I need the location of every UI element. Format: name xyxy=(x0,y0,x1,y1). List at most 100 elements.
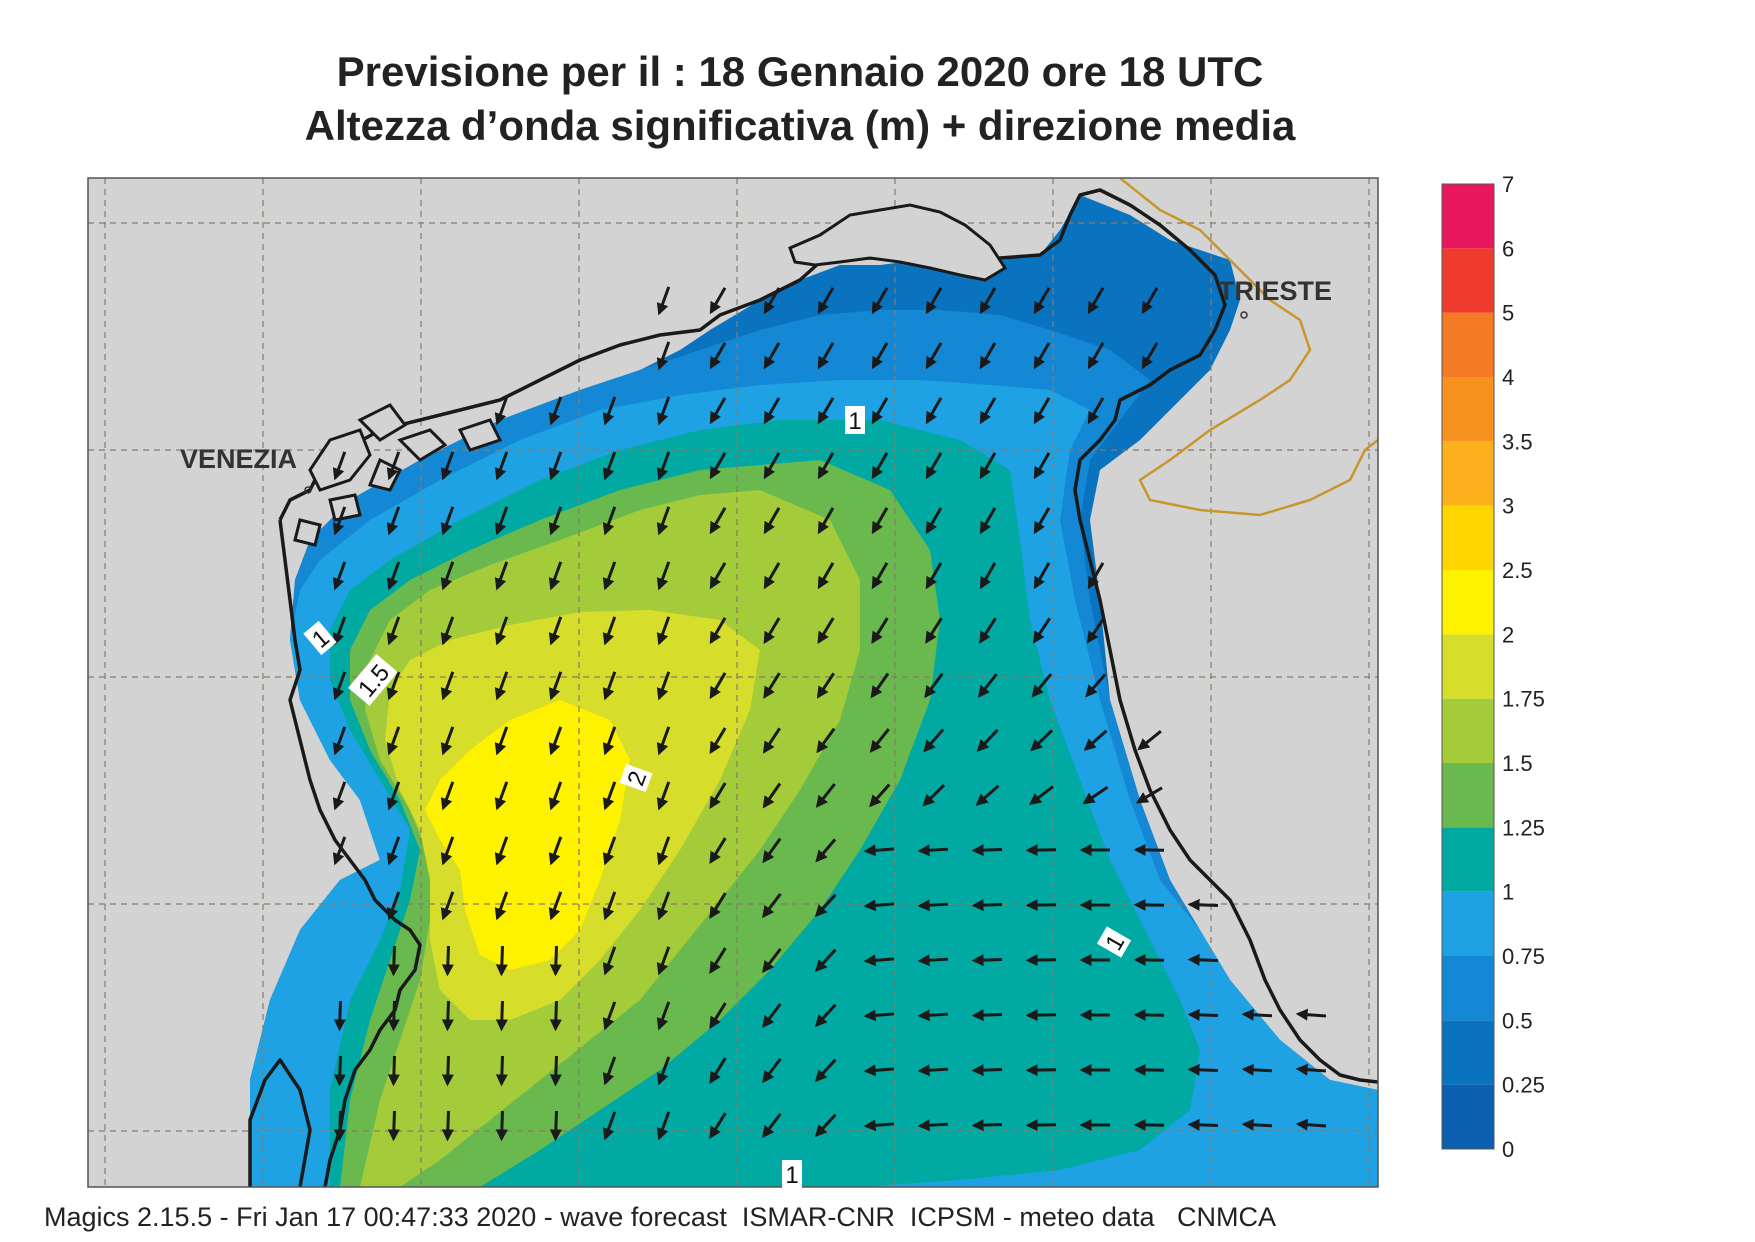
wave-direction-arrow-icon xyxy=(1033,562,1051,590)
wave-direction-arrow-icon xyxy=(494,616,509,646)
wave-direction-arrow-icon xyxy=(925,562,943,590)
wave-direction-arrow-icon xyxy=(656,671,671,701)
wave-direction-arrow-icon xyxy=(656,396,671,426)
wave-direction-arrow-icon xyxy=(332,451,347,481)
wave-direction-arrow-icon xyxy=(815,783,836,808)
wave-direction-arrow-icon xyxy=(549,945,562,977)
wave-direction-arrow-icon xyxy=(709,672,727,700)
wave-direction-arrow-icon xyxy=(387,1110,400,1142)
wave-direction-arrow-icon xyxy=(602,1001,617,1031)
wave-direction-arrow-icon xyxy=(386,451,401,481)
wave-direction-arrow-icon xyxy=(762,837,782,864)
wave-direction-arrow-icon xyxy=(1033,342,1051,370)
color-legend: 0 0.25 0.5 0.75 1 1.25 1.5 1.75 2 2.5 3 3.5 4 5 6 7 xyxy=(1441,172,1545,1162)
wave-direction-arrow-icon xyxy=(863,899,895,912)
wave-direction-arrow-icon xyxy=(1087,562,1105,590)
wave-direction-arrow-icon xyxy=(977,673,998,698)
sea-contour-175-2 xyxy=(425,700,630,970)
wave-direction-arrow-icon xyxy=(656,836,671,866)
wave-direction-arrow-icon xyxy=(440,561,455,591)
wave-direction-arrow-icon xyxy=(709,452,727,480)
wave-direction-arrow-icon xyxy=(494,671,509,701)
legend-swatch xyxy=(1442,634,1494,699)
wave-direction-arrow-icon xyxy=(917,899,949,912)
wave-direction-arrow-icon xyxy=(917,1119,949,1132)
place-label-trieste: TRIESTE xyxy=(1218,276,1332,306)
legend-tick-label: 1 xyxy=(1502,880,1514,905)
wave-direction-arrow-icon xyxy=(332,781,347,811)
wave-direction-arrow-icon xyxy=(441,1055,454,1087)
wave-direction-arrow-icon xyxy=(1025,954,1057,967)
wave-direction-arrow-icon xyxy=(817,342,835,370)
wave-direction-arrow-icon xyxy=(1241,1118,1273,1131)
legend-swatch xyxy=(1442,698,1494,763)
wave-direction-arrow-icon xyxy=(925,452,943,480)
wave-direction-arrow-icon xyxy=(763,452,781,480)
wave-direction-arrow-icon xyxy=(1083,729,1108,751)
wave-direction-arrow-icon xyxy=(763,672,781,699)
title-variable: Altezza d’onda significativa (m) + direz… xyxy=(304,102,1296,149)
legend-tick-label: 1.5 xyxy=(1502,751,1533,776)
legend-tick-label: 0.75 xyxy=(1502,944,1545,969)
wave-direction-arrow-icon xyxy=(863,954,895,967)
wave-direction-arrow-icon xyxy=(1295,1118,1327,1131)
legend-tick-label: 7 xyxy=(1502,172,1514,197)
wave-direction-arrow-icon xyxy=(1032,617,1051,644)
legend-swatch xyxy=(1442,441,1494,506)
legend-swatch xyxy=(1442,505,1494,570)
wave-direction-arrow-icon xyxy=(763,562,781,590)
wave-direction-arrow-icon xyxy=(549,1110,562,1142)
wave-direction-arrow-icon xyxy=(602,726,617,756)
legend-swatch xyxy=(1442,827,1494,892)
contour-label-2-center: 2 xyxy=(619,763,653,793)
title-forecast-date: Previsione per il : 18 Gennaio 2020 ore … xyxy=(336,48,1264,95)
wave-direction-arrow-icon xyxy=(494,396,509,426)
wave-direction-arrow-icon xyxy=(1030,729,1054,752)
wave-direction-arrow-icon xyxy=(494,891,509,921)
wave-direction-arrow-icon xyxy=(548,781,563,811)
coastline-main xyxy=(248,188,1378,1187)
wave-direction-arrow-icon xyxy=(1187,1118,1219,1131)
wave-direction-arrow-icon xyxy=(817,287,835,315)
venice-lagoon-islands xyxy=(293,403,503,547)
wave-direction-arrow-icon xyxy=(656,781,671,811)
wave-direction-arrow-icon xyxy=(1141,342,1159,370)
wave-direction-arrow-icon xyxy=(709,507,727,535)
wave-direction-arrow-icon xyxy=(440,726,455,756)
wave-direction-arrow-icon xyxy=(817,507,835,535)
wave-direction-arrow-icon xyxy=(1295,1063,1327,1076)
wave-direction-arrow-icon xyxy=(871,507,889,535)
wave-direction-arrow-icon xyxy=(925,397,943,425)
wave-direction-arrow-icon xyxy=(1025,844,1057,857)
legend-swatch xyxy=(1442,570,1494,635)
wave-direction-arrow-icon xyxy=(871,452,889,480)
wave-direction-arrow-icon xyxy=(763,507,781,535)
wave-direction-arrow-icon xyxy=(871,397,889,425)
wave-direction-arrow-icon xyxy=(548,396,563,426)
wave-direction-arrow-icon xyxy=(656,946,671,976)
wave-direction-arrow-icon xyxy=(386,506,401,536)
legend-frame xyxy=(1441,183,1495,1150)
wave-direction-arrow-icon xyxy=(815,838,837,863)
wave-direction-arrow-icon xyxy=(1087,397,1105,425)
map-frame xyxy=(87,177,1379,1188)
wave-direction-arrow-icon xyxy=(1135,786,1163,804)
wave-direction-arrow-icon xyxy=(602,451,617,481)
wave-direction-arrow-icon xyxy=(975,784,1000,806)
wave-direction-arrow-icon xyxy=(762,782,782,809)
wave-direction-arrow-icon xyxy=(979,562,997,590)
wave-direction-arrow-icon xyxy=(495,1055,508,1087)
wave-direction-arrow-icon xyxy=(602,671,617,701)
wave-direction-arrow-icon xyxy=(602,1111,617,1141)
wave-direction-arrow-icon xyxy=(441,1110,454,1142)
wave-direction-arrow-icon xyxy=(709,1112,727,1139)
wave-direction-arrow-icon xyxy=(871,617,889,644)
wave-direction-arrow-icon xyxy=(979,397,997,425)
wave-direction-arrow-icon xyxy=(1295,1008,1327,1021)
national-border xyxy=(1119,178,1378,517)
wave-direction-arrow-icon xyxy=(762,1112,782,1139)
wave-direction-arrow-icon xyxy=(440,781,455,811)
wave-direction-arrow-icon xyxy=(602,506,617,536)
legend-swatch xyxy=(1442,312,1494,377)
